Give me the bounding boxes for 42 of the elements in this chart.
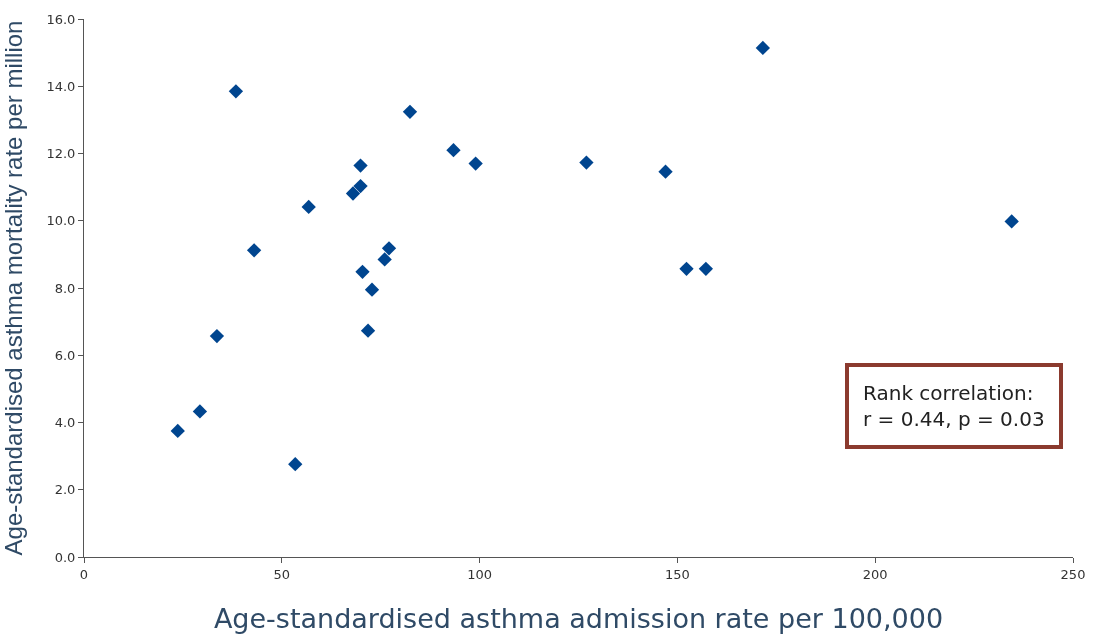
point — [170, 423, 185, 439]
y-tick-label: 4.0 — [54, 415, 76, 431]
y-tick-label: 14.0 — [46, 78, 76, 94]
y-tick-label: 12.0 — [46, 146, 76, 162]
point — [364, 282, 380, 297]
point — [377, 252, 392, 267]
point — [355, 264, 370, 280]
point — [192, 404, 208, 419]
point — [679, 261, 694, 276]
point — [755, 40, 770, 56]
y-tick-label: 16.0 — [46, 11, 76, 27]
y-tick-label: 0.0 — [54, 549, 76, 565]
point — [446, 142, 461, 158]
x-tick-label: 0 — [79, 566, 89, 582]
x-tick-label: 150 — [664, 566, 690, 582]
x-tick-label: 200 — [862, 566, 888, 582]
point — [301, 199, 316, 215]
point — [468, 156, 483, 171]
point — [1004, 214, 1019, 229]
point — [353, 158, 368, 173]
point — [381, 241, 397, 256]
point — [288, 457, 303, 472]
point — [698, 261, 714, 276]
point — [402, 104, 418, 119]
y-axis-title: Age-standardised asthma mortality rate per million — [0, 20, 27, 556]
point — [360, 323, 376, 338]
y-tick-label: 6.0 — [54, 347, 76, 363]
x-tick-label: 100 — [467, 566, 493, 582]
point — [658, 164, 673, 179]
x-axis-title: Age-standardised asthma admission rate per 100,000 — [213, 603, 944, 634]
y-tick-label: 10.0 — [46, 213, 76, 229]
x-tick-label: 250 — [1060, 566, 1086, 582]
point — [579, 155, 594, 170]
y-tick-label: 8.0 — [54, 280, 76, 296]
x-tick-label: 50 — [273, 566, 291, 582]
y-tick-label: 2.0 — [54, 482, 76, 498]
point — [228, 84, 244, 99]
point — [209, 328, 225, 344]
point — [246, 243, 262, 258]
annotation: Rank correlation: r = 0.44, p = 0.03 — [863, 381, 1045, 431]
point — [345, 186, 361, 201]
point — [353, 178, 368, 194]
